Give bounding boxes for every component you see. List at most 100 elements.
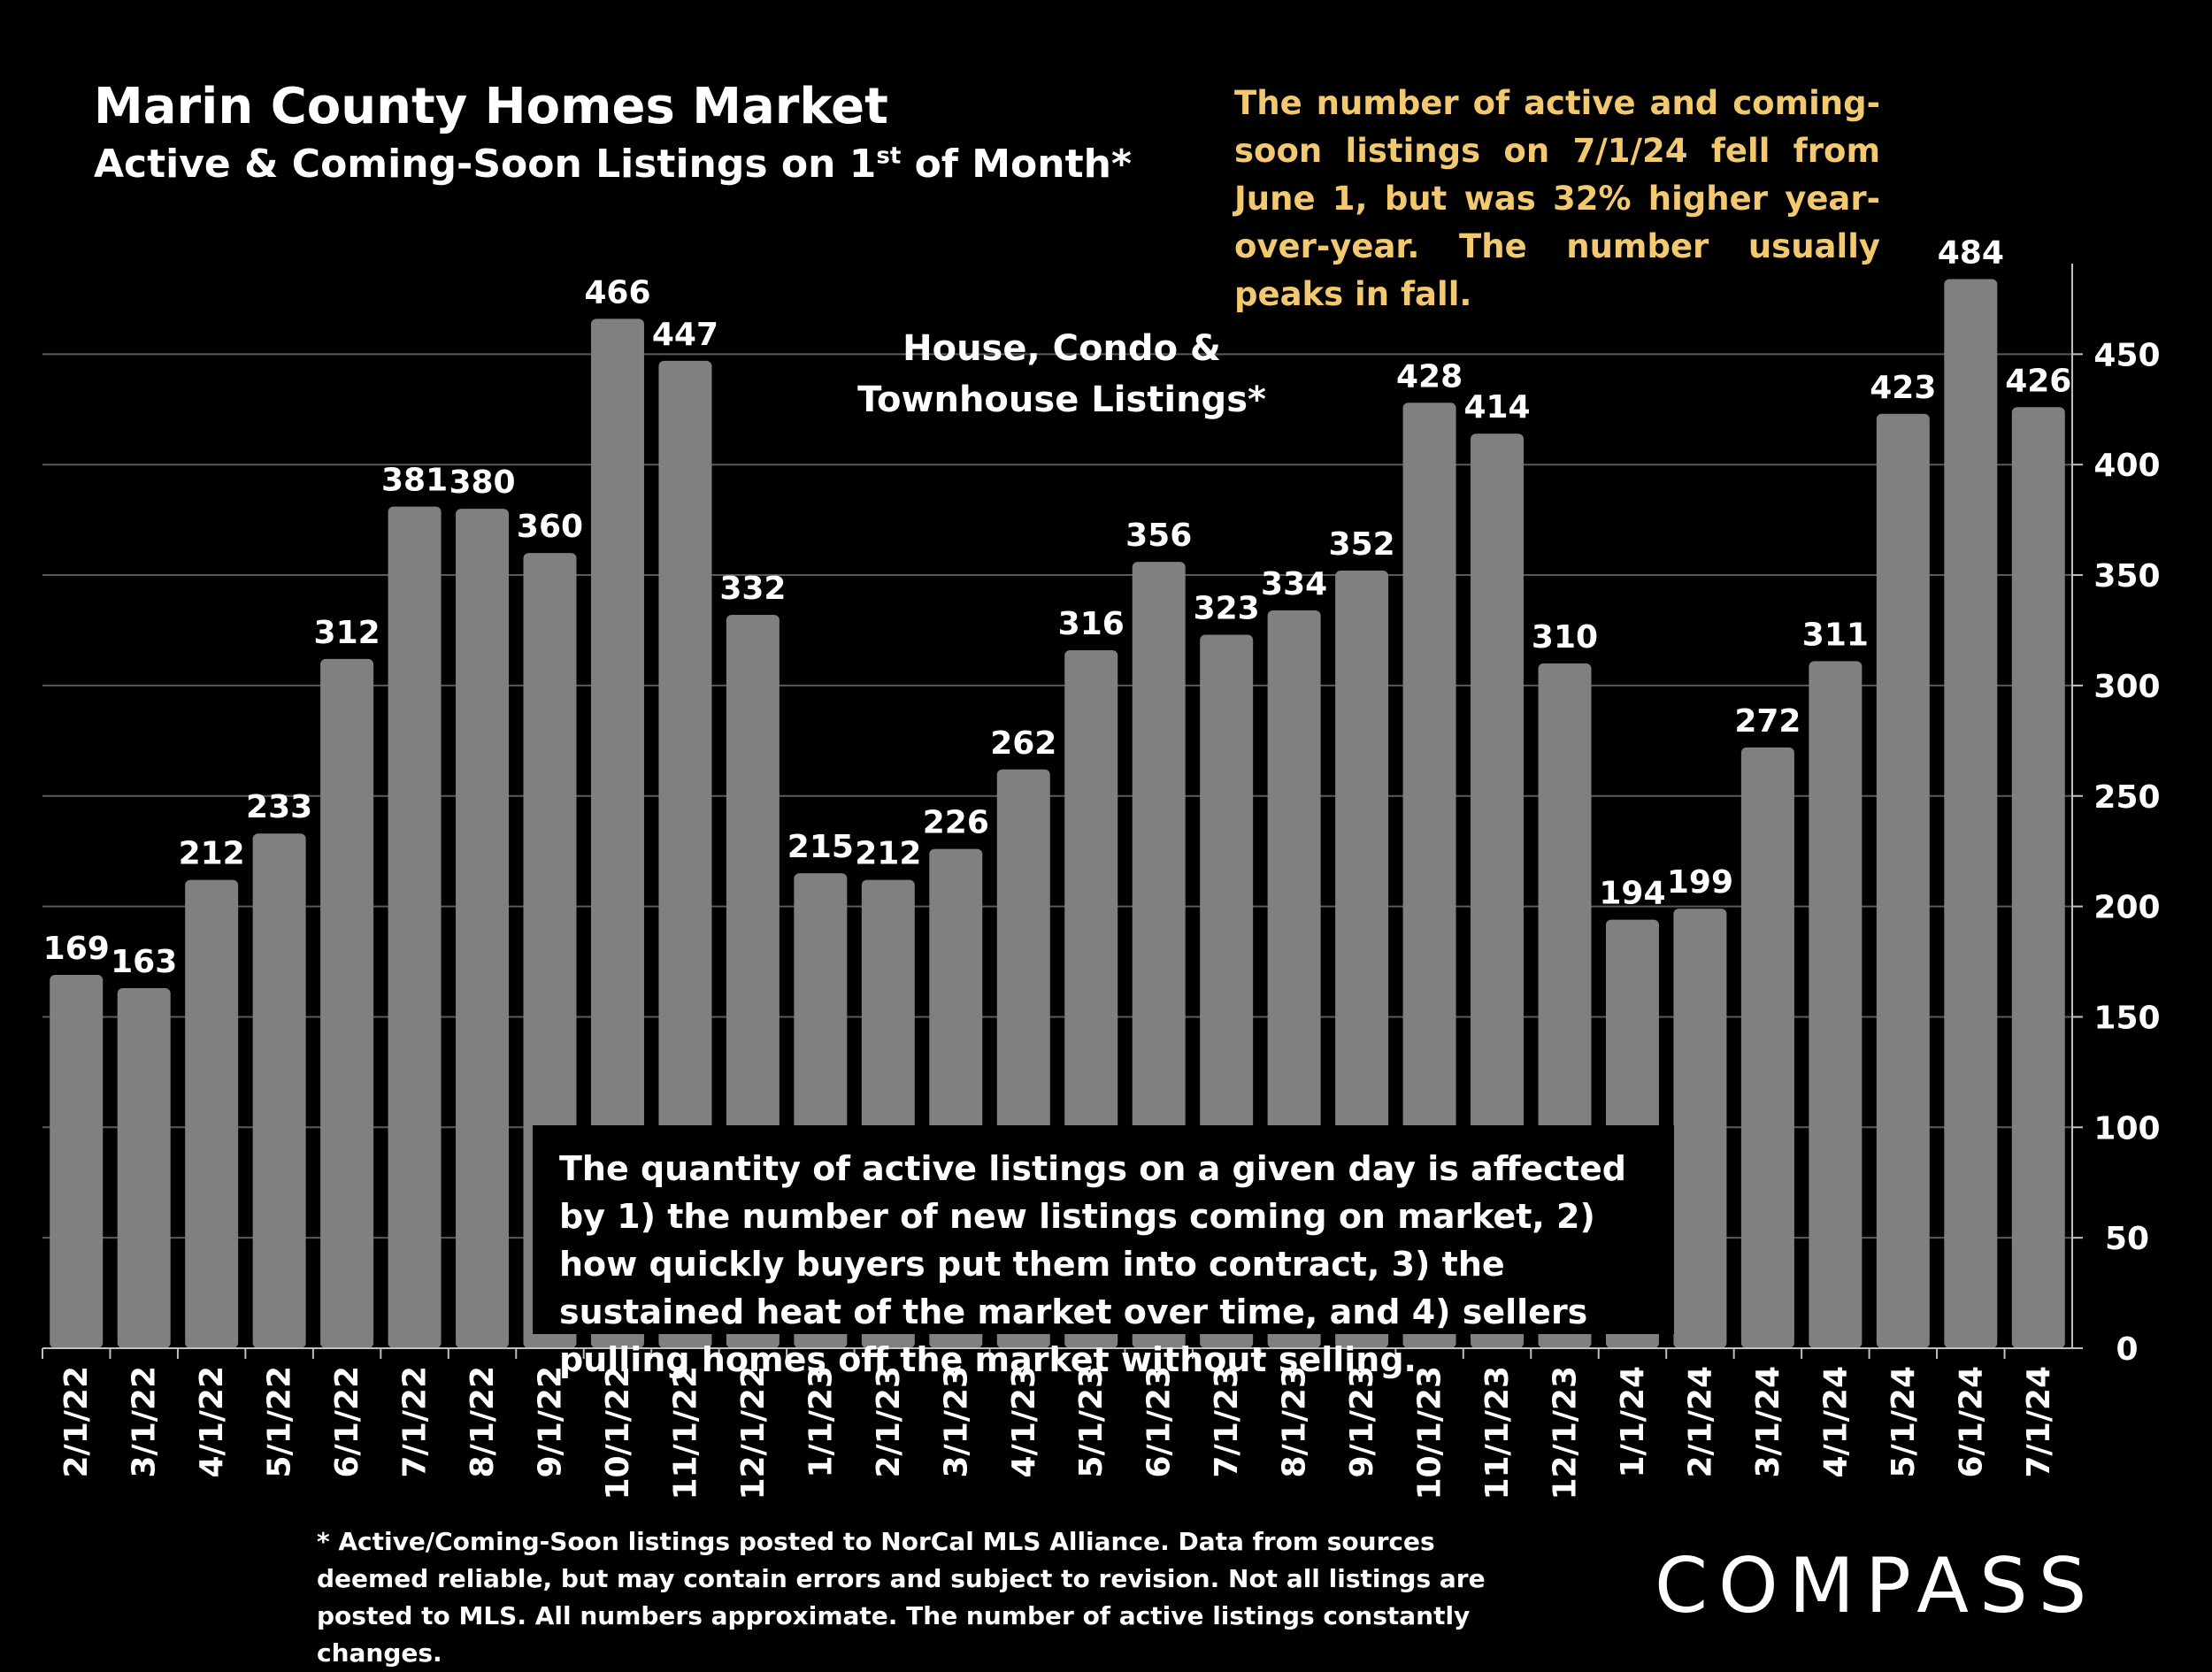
axes [42,264,2083,1359]
page-title: Marin County Homes Market [94,78,888,135]
data-label: 466 [584,274,650,311]
footnote: * Active/Coming-Soon listings posted to … [317,1527,1486,1668]
x-tick-label: 5/1/23 [1073,1366,1110,1478]
data-label: 215 [787,829,854,865]
x-tick-label: 2/1/22 [58,1366,95,1478]
y-tick-labels: 0 50 100 150 200 250 300 350 400 450 [2093,337,2160,1368]
data-label: 356 [1125,518,1192,554]
bar [590,318,644,1349]
x-tick-label: 9/1/23 [1344,1366,1380,1478]
y-tick-label: 200 [2093,890,2160,926]
bar [252,833,306,1348]
x-tick-label: 7/1/23 [1209,1366,1245,1478]
bar [320,658,374,1348]
x-tick-label: 5/1/22 [262,1366,298,1478]
y-tick-label: 50 [2105,1221,2149,1257]
bar [50,975,104,1348]
y-tick-label: 400 [2093,448,2160,484]
x-tick-label: 12/1/23 [1548,1366,1584,1500]
gridlines [42,353,2072,1239]
x-tick-label: 3/1/22 [127,1366,163,1478]
y-tick-label: 300 [2093,669,2160,705]
bar [1673,909,1727,1348]
annotation-top: The number of active and coming-soon lis… [1234,84,1880,313]
x-tick-label: 2/1/24 [1682,1366,1718,1478]
x-tick-label: 4/1/23 [1006,1366,1042,1478]
x-tick-label: 1/1/24 [1615,1366,1651,1478]
data-label: 310 [1532,619,1598,656]
x-tick-label: 7/1/24 [2021,1366,2057,1478]
x-tick-label: 9/1/22 [533,1366,569,1478]
bar [1471,433,1525,1349]
bar [456,509,510,1348]
x-tick-label: 3/1/23 [938,1366,974,1478]
data-label: 212 [179,836,245,872]
subtitle-sup: st [876,142,902,170]
data-label: 380 [449,464,515,501]
x-tick-label: 6/1/24 [1953,1366,1989,1478]
y-tick-label: 250 [2093,779,2160,816]
x-tick-label: 3/1/24 [1750,1366,1786,1478]
data-label: 447 [652,317,718,353]
x-tick-label: 11/1/23 [1479,1366,1516,1500]
data-label: 334 [1261,566,1327,602]
data-label: 360 [517,509,583,545]
data-label: 381 [381,463,448,499]
data-label: 169 [43,931,110,967]
x-tick-label: 1/1/23 [803,1366,839,1478]
data-label: 423 [1870,370,1936,406]
data-label: 233 [246,789,312,825]
y-tick-label: 350 [2093,558,2160,594]
bar [117,987,171,1348]
data-label: 352 [1329,526,1395,563]
data-label: 312 [314,615,380,651]
data-label: 323 [1194,590,1260,626]
annotation-box: The quantity of active listings on a giv… [533,1125,1674,1379]
data-label: 163 [111,944,177,980]
data-label: 316 [1058,606,1125,642]
x-tick-label: 8/1/22 [465,1366,501,1478]
bar [185,879,239,1348]
x-tick-label: 10/1/22 [600,1366,636,1500]
bar [1402,403,1456,1349]
y-tick-label: 150 [2093,1000,2160,1036]
x-tick-label: 5/1/24 [1886,1366,1922,1478]
data-label: 311 [1802,617,1869,653]
chart-subtitle: Active & Coming-Soon Listings on 1st of … [94,142,1132,187]
data-label: 199 [1667,864,1733,901]
data-label: 426 [2005,363,2071,399]
bar [1809,661,1863,1348]
bar [1944,279,1998,1348]
x-tick-label: 7/1/22 [397,1366,434,1478]
data-label: 262 [990,725,1056,762]
svg-text:COMPASS: COMPASS [1655,1542,2097,1630]
y-tick-label: 0 [2116,1331,2138,1368]
x-tick-label: 10/1/23 [1412,1366,1448,1500]
data-label: 414 [1463,389,1530,426]
x-tick-label: 11/1/22 [667,1366,703,1500]
data-label: 272 [1734,703,1801,740]
data-label: 484 [1938,234,2004,271]
subtitle-main: Active & Coming-Soon Listings on 1 [94,142,877,187]
x-tick-label: 6/1/22 [329,1366,365,1478]
x-tick-label: 12/1/22 [735,1366,772,1500]
data-label: 194 [1599,876,1665,912]
bar [1876,413,1930,1348]
data-label: 332 [719,571,786,607]
bar [388,506,442,1348]
x-tick-label: 4/1/22 [194,1366,230,1478]
x-tick-label: 6/1/23 [1141,1366,1178,1478]
chart-label: House, Condo & Townhouse Listings* [857,328,1266,420]
x-tick-label: 8/1/23 [1277,1366,1313,1478]
y-tick-label: 100 [2093,1110,2160,1147]
bar [658,360,712,1348]
bar [1740,747,1794,1348]
y-tick-label: 450 [2093,337,2160,373]
compass-logo: COMPASS [1655,1542,2097,1630]
data-label: 226 [923,805,989,841]
subtitle-tail: of Month* [901,142,1132,187]
x-tick-label: 2/1/23 [871,1366,907,1478]
data-label: 212 [855,836,921,872]
